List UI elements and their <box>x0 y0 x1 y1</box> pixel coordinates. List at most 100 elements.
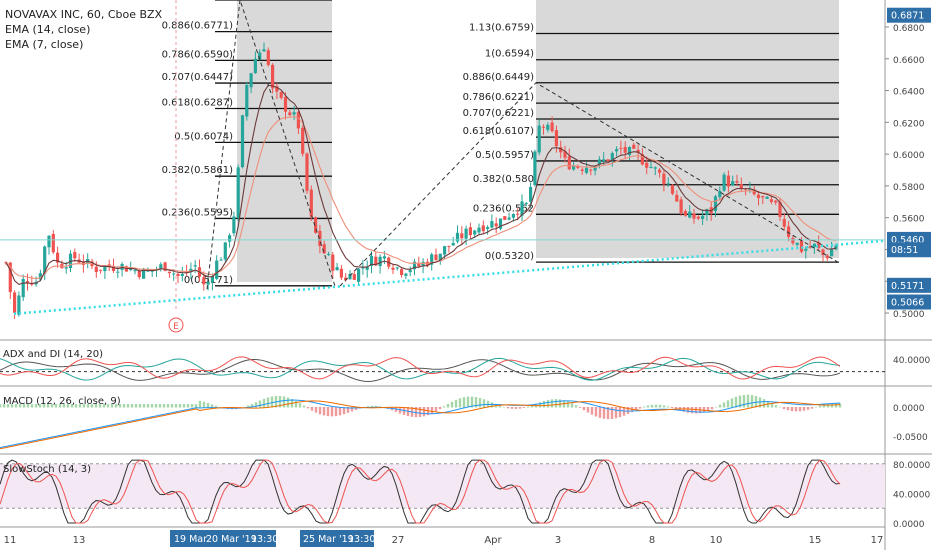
candle-body <box>215 260 219 279</box>
macd-histogram-bar <box>746 394 750 408</box>
candle-body <box>395 267 399 269</box>
macd-histogram-bar <box>190 404 194 408</box>
macd-histogram-bar <box>30 404 34 408</box>
candle-body <box>99 269 103 271</box>
macd-histogram-bar <box>454 399 458 408</box>
macd-tick-label: 0.0000 <box>893 404 925 414</box>
price-tick-label: 0.6000 <box>893 151 925 161</box>
candle-body <box>339 268 343 278</box>
candle-body <box>193 265 197 267</box>
macd-histogram-bar <box>474 397 478 408</box>
price-tick-label: 0.6800 <box>893 24 925 34</box>
macd-histogram-bar <box>690 407 694 414</box>
ema-14-line <box>5 116 837 280</box>
macd-histogram-bar <box>522 407 526 408</box>
macd-histogram-bar <box>582 407 586 411</box>
candle-body <box>529 186 533 202</box>
macd-histogram-bar <box>526 406 530 408</box>
candle-body <box>511 214 515 218</box>
macd-histogram-bar <box>750 395 754 408</box>
candle-body <box>782 219 786 227</box>
macd-histogram-bar <box>782 407 786 410</box>
macd-histogram-bar <box>74 404 78 408</box>
candle-body <box>735 181 739 183</box>
candle-body <box>589 169 593 171</box>
legend-item-0: NOVAVAX INC, 60, Cboe BZX <box>5 8 163 21</box>
candle-body <box>111 265 116 271</box>
macd-histogram-bar <box>322 407 326 416</box>
candle-body <box>606 159 610 162</box>
candle-body <box>537 125 541 153</box>
macd-histogram-bar <box>334 407 338 417</box>
macd-histogram-bar <box>558 399 562 408</box>
macd-histogram-bar <box>510 407 514 409</box>
candle-body <box>649 166 653 168</box>
macd-histogram-bar <box>414 407 418 418</box>
candle-body <box>455 232 460 242</box>
fib-level-label: 0(0.5320) <box>485 251 534 262</box>
macd-histogram-bar <box>266 397 270 408</box>
candle-body <box>400 269 404 276</box>
candle-body <box>189 268 193 273</box>
macd-histogram-bar <box>278 395 282 408</box>
stoch-tick-label: 0.0000 <box>893 520 925 530</box>
candle-body <box>73 252 77 259</box>
candle-body <box>610 153 614 161</box>
candle-body <box>326 253 331 255</box>
macd-histogram-bar <box>670 407 674 409</box>
macd-histogram-bar <box>258 400 262 408</box>
candle-body <box>167 271 171 274</box>
macd-histogram-bar <box>610 407 614 419</box>
candle-body <box>662 173 666 185</box>
macd-histogram-bar <box>142 404 146 408</box>
candle-body <box>804 248 808 251</box>
macd-histogram-bar <box>530 405 534 408</box>
macd-histogram-bar <box>86 404 90 408</box>
macd-histogram-bar <box>590 407 594 415</box>
candle-body <box>550 122 554 132</box>
macd-histogram-bar <box>78 404 82 408</box>
candle-body <box>696 216 700 219</box>
candle-body <box>787 226 791 237</box>
macd-histogram-bar <box>730 398 734 408</box>
macd-histogram-bar <box>838 403 842 408</box>
price-tick-label: 0.6600 <box>893 56 925 66</box>
macd-histogram-bar <box>614 407 618 419</box>
candle-body <box>142 269 146 279</box>
candle-body <box>223 242 227 260</box>
macd-histogram-bar <box>38 404 42 408</box>
candle-body <box>357 268 361 282</box>
adx-line-di_plus <box>0 357 841 381</box>
time-highlight-badge <box>170 530 276 547</box>
macd-histogram-bar <box>178 404 182 408</box>
candle-body <box>335 267 339 271</box>
macd-histogram-bar <box>550 399 554 408</box>
macd-histogram-bar <box>126 404 130 408</box>
macd-histogram-bar <box>674 407 678 410</box>
candle-body <box>739 184 743 189</box>
candle-body <box>756 194 761 199</box>
macd-histogram-bar <box>434 407 438 412</box>
macd-histogram-bar <box>694 407 698 414</box>
adx-title: ADX and DI (14, 20) <box>3 349 103 360</box>
time-highlight-label: 13:30 <box>348 534 375 545</box>
time-highlight-badge <box>300 530 374 547</box>
candle-body <box>301 127 305 154</box>
macd-histogram-bar <box>298 403 302 408</box>
macd-histogram-bar <box>770 403 774 408</box>
price-badge-label: 0.6871 <box>891 11 924 22</box>
candle-body <box>597 159 601 165</box>
macd-histogram-bar <box>122 404 126 408</box>
macd-histogram-bar <box>566 401 570 408</box>
macd-histogram-bar <box>538 402 542 408</box>
candle-body <box>116 271 120 273</box>
stoch-d-line <box>0 459 841 524</box>
candle-body <box>701 215 705 219</box>
candle-body <box>520 201 524 216</box>
macd-histogram-bar <box>50 404 54 408</box>
macd-histogram-bar <box>686 407 690 413</box>
stoch-tick-label: 40.0000 <box>893 490 930 500</box>
candle-body <box>331 254 335 271</box>
macd-histogram-bar <box>422 407 426 417</box>
